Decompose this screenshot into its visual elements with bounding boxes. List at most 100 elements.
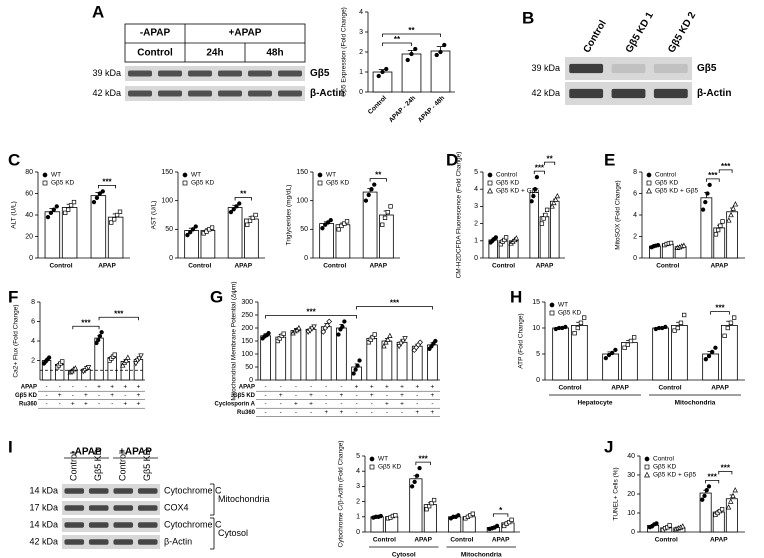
condition-mark: - bbox=[72, 392, 74, 399]
blot-band bbox=[88, 522, 109, 528]
data-point bbox=[720, 219, 725, 224]
blot-band bbox=[218, 70, 242, 77]
condition-row-label: Cyclosporin A bbox=[215, 402, 256, 408]
data-point bbox=[732, 201, 739, 207]
y-axis-label: Triglycerides (mg/dL) bbox=[286, 185, 293, 246]
kda-label: 42 kDa bbox=[29, 536, 58, 546]
data-point bbox=[431, 497, 437, 503]
y-tick-label: 5 bbox=[474, 169, 478, 176]
bar bbox=[90, 195, 107, 259]
bar bbox=[721, 324, 738, 381]
blot-band bbox=[128, 90, 152, 97]
y-tick-label: 2 bbox=[356, 498, 360, 505]
data-point bbox=[253, 212, 258, 218]
data-point bbox=[549, 310, 555, 316]
data-point bbox=[725, 504, 732, 510]
data-point bbox=[551, 199, 557, 206]
legend-label: WT bbox=[378, 456, 388, 463]
x-tick-label: Control bbox=[188, 263, 211, 270]
data-point bbox=[325, 220, 331, 225]
data-point bbox=[342, 319, 347, 324]
data-point bbox=[725, 325, 730, 331]
x-tick-label: Control bbox=[323, 263, 346, 270]
y-tick-label: 150 bbox=[296, 169, 308, 176]
significance-label: ** bbox=[240, 190, 247, 199]
significance-bracket bbox=[492, 513, 509, 517]
data-point bbox=[413, 46, 418, 52]
data-point bbox=[120, 362, 126, 368]
data-point bbox=[668, 240, 674, 246]
condition-mark: - bbox=[264, 384, 266, 391]
data-point bbox=[713, 345, 718, 350]
bar bbox=[372, 71, 393, 93]
significance-label: *** bbox=[721, 464, 731, 473]
data-point bbox=[503, 235, 509, 240]
blot-band bbox=[137, 539, 158, 545]
treatment-label: +APAP bbox=[119, 447, 152, 458]
data-point bbox=[554, 192, 561, 199]
data-point bbox=[60, 359, 65, 364]
blot-band bbox=[64, 522, 85, 528]
y-tick-label: 0 bbox=[249, 377, 253, 384]
data-point bbox=[433, 338, 438, 344]
condition-mark: - bbox=[355, 409, 357, 416]
data-point bbox=[667, 523, 672, 528]
y-tick-label: 300 bbox=[241, 299, 253, 306]
x-tick-label: APAP bbox=[369, 263, 387, 270]
bar bbox=[430, 50, 451, 93]
condition-mark: - bbox=[355, 392, 357, 399]
y-axis-label: MitoSOX (Fold Change) bbox=[615, 180, 622, 249]
y-tick-label: 0 bbox=[304, 255, 308, 262]
blot-band bbox=[278, 70, 302, 77]
data-point bbox=[342, 221, 347, 226]
y-tick-label: 4 bbox=[633, 212, 637, 219]
group-label: Cytosol bbox=[392, 552, 416, 558]
significance-bracket bbox=[356, 306, 433, 310]
condition-mark: - bbox=[45, 392, 47, 399]
y-axis-label: CM-H2DCFDA Fluorescence (Fold Change) bbox=[456, 152, 463, 279]
data-point bbox=[654, 521, 659, 526]
lane-label: Control bbox=[118, 452, 128, 481]
condition-mark: - bbox=[45, 401, 47, 408]
bar bbox=[671, 324, 688, 381]
y-axis-label: ALT (U/L) bbox=[11, 201, 18, 229]
bar bbox=[227, 207, 243, 259]
data-point bbox=[728, 320, 734, 325]
data-point bbox=[382, 215, 388, 221]
condition-mark: - bbox=[59, 401, 61, 408]
data-point bbox=[703, 357, 708, 362]
data-point bbox=[250, 215, 255, 221]
data-point bbox=[549, 302, 555, 308]
data-point bbox=[644, 471, 650, 478]
x-tick-label: APAP bbox=[414, 537, 432, 544]
legend-label: WT bbox=[191, 172, 201, 179]
y-tick-label: 0 bbox=[29, 255, 33, 262]
y-tick-label: 150 bbox=[161, 169, 173, 176]
y-tick-label: 2 bbox=[359, 49, 363, 56]
x-tick-label: Control bbox=[658, 385, 681, 392]
y-tick-label: 50 bbox=[165, 226, 173, 233]
significance-bracket bbox=[544, 161, 556, 166]
treatment-label: -APAP bbox=[140, 28, 171, 39]
data-point bbox=[85, 365, 92, 371]
condition-mark: + bbox=[400, 384, 404, 391]
y-axis-label: ATP (Fold Change) bbox=[518, 313, 525, 368]
protein-label: COX4 bbox=[164, 502, 189, 512]
data-point bbox=[487, 187, 493, 194]
condition-mark: + bbox=[431, 384, 435, 391]
significance-bracket bbox=[369, 178, 387, 182]
panel-label: H bbox=[510, 287, 522, 306]
significance-label: *** bbox=[306, 308, 316, 317]
data-point bbox=[323, 222, 328, 227]
data-point bbox=[387, 332, 393, 338]
significance-label: *** bbox=[390, 299, 400, 308]
blot-band bbox=[569, 63, 604, 74]
data-point bbox=[123, 357, 129, 363]
y-tick-label: 250 bbox=[241, 312, 253, 319]
condition-mark: - bbox=[386, 409, 388, 416]
panel-label: C bbox=[8, 150, 20, 169]
data-point bbox=[726, 217, 732, 223]
data-point bbox=[372, 182, 377, 187]
blot-band bbox=[64, 539, 85, 545]
y-tick-label: 3 bbox=[356, 483, 360, 490]
